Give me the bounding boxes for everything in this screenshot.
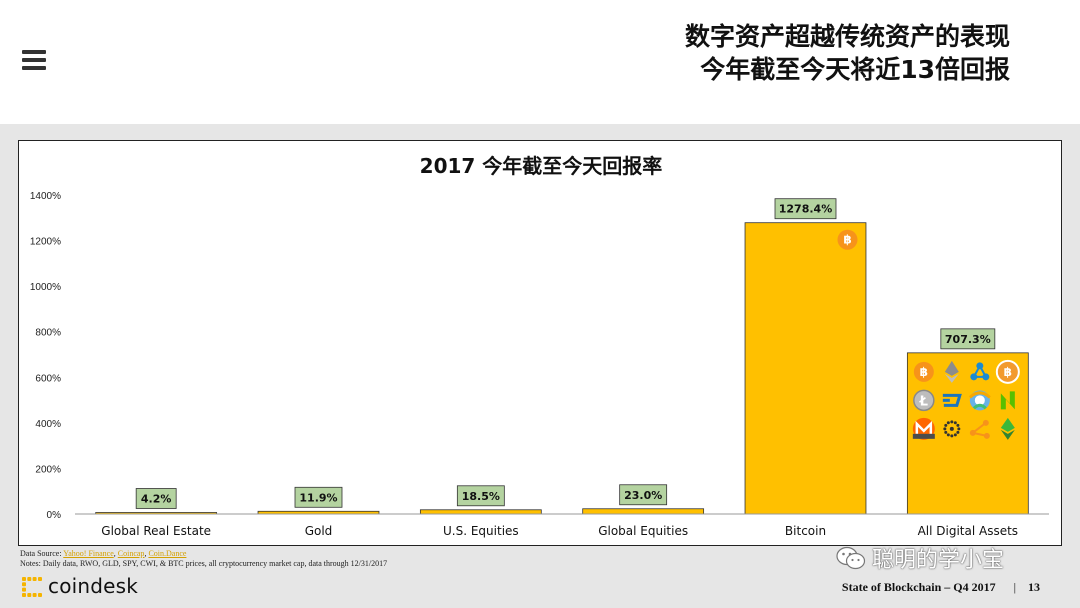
page-title: 数字资产超越传统资产的表现 今年截至今天将近13倍回报 (685, 20, 1010, 86)
x-tick-label: Global Equities (598, 524, 688, 538)
iota-icon (943, 420, 961, 438)
x-axis: Global Real Estate Gold U.S. Equities Globa… (75, 513, 1049, 538)
coindesk-logo-icon (22, 577, 42, 597)
chart-panel: 2017 今年截至今天回报率 0% 200% 400% 600% 800% 1000% 12… (18, 140, 1062, 546)
svg-text:฿: ฿ (1004, 365, 1012, 379)
source-link-yahoo-finance[interactable]: Yahoo! Finance (63, 549, 114, 558)
page-title-line-2: 今年截至今天将近13倍回报 (700, 55, 1010, 84)
bar (744, 222, 867, 515)
x-tick-label: All Digital Assets (918, 524, 1018, 538)
data-source-label: Data Source: (20, 549, 64, 558)
bar-chart: 2017 今年截至今天回报率 0% 200% 400% 600% 800% 1000% 12… (30, 154, 1049, 538)
svg-text:฿: ฿ (843, 233, 851, 247)
data-label-box (294, 486, 343, 508)
x-tick-label: Global Real Estate (101, 524, 211, 538)
watermark: 聪明的学小宝 (836, 543, 1004, 573)
source-link-coin-dance[interactable]: Coin.Dance (148, 549, 187, 558)
dash-icon (942, 393, 962, 407)
x-tick-label: U.S. Equities (443, 524, 519, 538)
data-label-box (456, 485, 505, 507)
nem-icon (968, 390, 991, 411)
ethereum-classic-icon (1000, 417, 1015, 440)
svg-text:Ł: Ł (919, 394, 928, 409)
data-label-box (774, 198, 837, 220)
bar (582, 508, 705, 515)
bitcoin-icon: ฿ (837, 229, 858, 250)
y-tick-label: 1400% (30, 191, 61, 202)
x-tick-label: Gold (305, 524, 333, 538)
ethereum-icon (944, 360, 959, 383)
menu-icon[interactable] (22, 50, 46, 70)
data-label-box (619, 484, 668, 506)
svg-text:฿: ฿ (920, 365, 928, 379)
data-label: 11.9% (299, 491, 337, 504)
x-tick-label: Bitcoin (785, 524, 826, 538)
coin-icons: ฿฿ ฿Ł (837, 229, 1020, 440)
notes-line: Notes: Daily data, RWO, GLD, SPY, CWI, &… (20, 559, 388, 568)
data-label: 707.3% (945, 333, 991, 346)
wechat-icon (836, 546, 866, 570)
watermark-text: 聪明的学小宝 (872, 548, 1005, 573)
header-bar: 数字资产超越传统资产的表现 今年截至今天将近13倍回报 (0, 0, 1080, 124)
data-label-box (940, 328, 996, 350)
y-axis: 0% 200% 400% 600% 800% 1000% 1200% 1400% (30, 191, 61, 521)
page-title-line-1: 数字资产超越传统资产的表现 (684, 22, 1010, 51)
footer-info: State of Blockchain – Q4 2017 | 13 (842, 580, 1040, 595)
data-source-line: Data Source: Yahoo! Finance, Coincap, Co… (20, 549, 187, 558)
source-link-coincap[interactable]: Coincap (117, 549, 145, 558)
litecoin-icon: Ł (913, 389, 935, 412)
footer-report-name: State of Blockchain – Q4 2017 (841, 580, 996, 594)
data-label: 23.0% (624, 489, 662, 502)
y-tick-label: 600% (35, 373, 61, 384)
monero-icon (912, 417, 935, 440)
bitconnect-icon (969, 419, 990, 439)
footer-separator: | (1013, 580, 1016, 594)
page-number: 13 (1028, 580, 1040, 594)
data-label: 4.2% (141, 493, 172, 506)
bars: 4.2% 11.9% 18.5% 23.0% 1278.4% 707.3% (95, 198, 1029, 515)
chart-title: 2017 今年截至今天回报率 (420, 154, 663, 178)
y-tick-label: 400% (35, 419, 61, 430)
data-label: 18.5% (462, 490, 500, 503)
data-label: 1278.4% (779, 203, 832, 216)
y-tick-label: 1000% (30, 282, 61, 293)
y-tick-label: 1200% (30, 237, 61, 248)
bitcoin-icon: ฿ (913, 361, 934, 382)
y-tick-label: 200% (35, 464, 61, 475)
ripple-icon (970, 362, 990, 381)
bar (419, 509, 542, 515)
source-note: Data Source: Yahoo! Finance, Coincap, Co… (20, 549, 387, 569)
coindesk-logo-text: coindesk (48, 574, 139, 598)
neo-icon (1000, 391, 1015, 410)
y-tick-label: 800% (35, 328, 61, 339)
y-tick-label: 0% (47, 510, 62, 521)
bitcoin-cash-icon: ฿ (995, 359, 1020, 384)
data-label-box (135, 488, 177, 509)
